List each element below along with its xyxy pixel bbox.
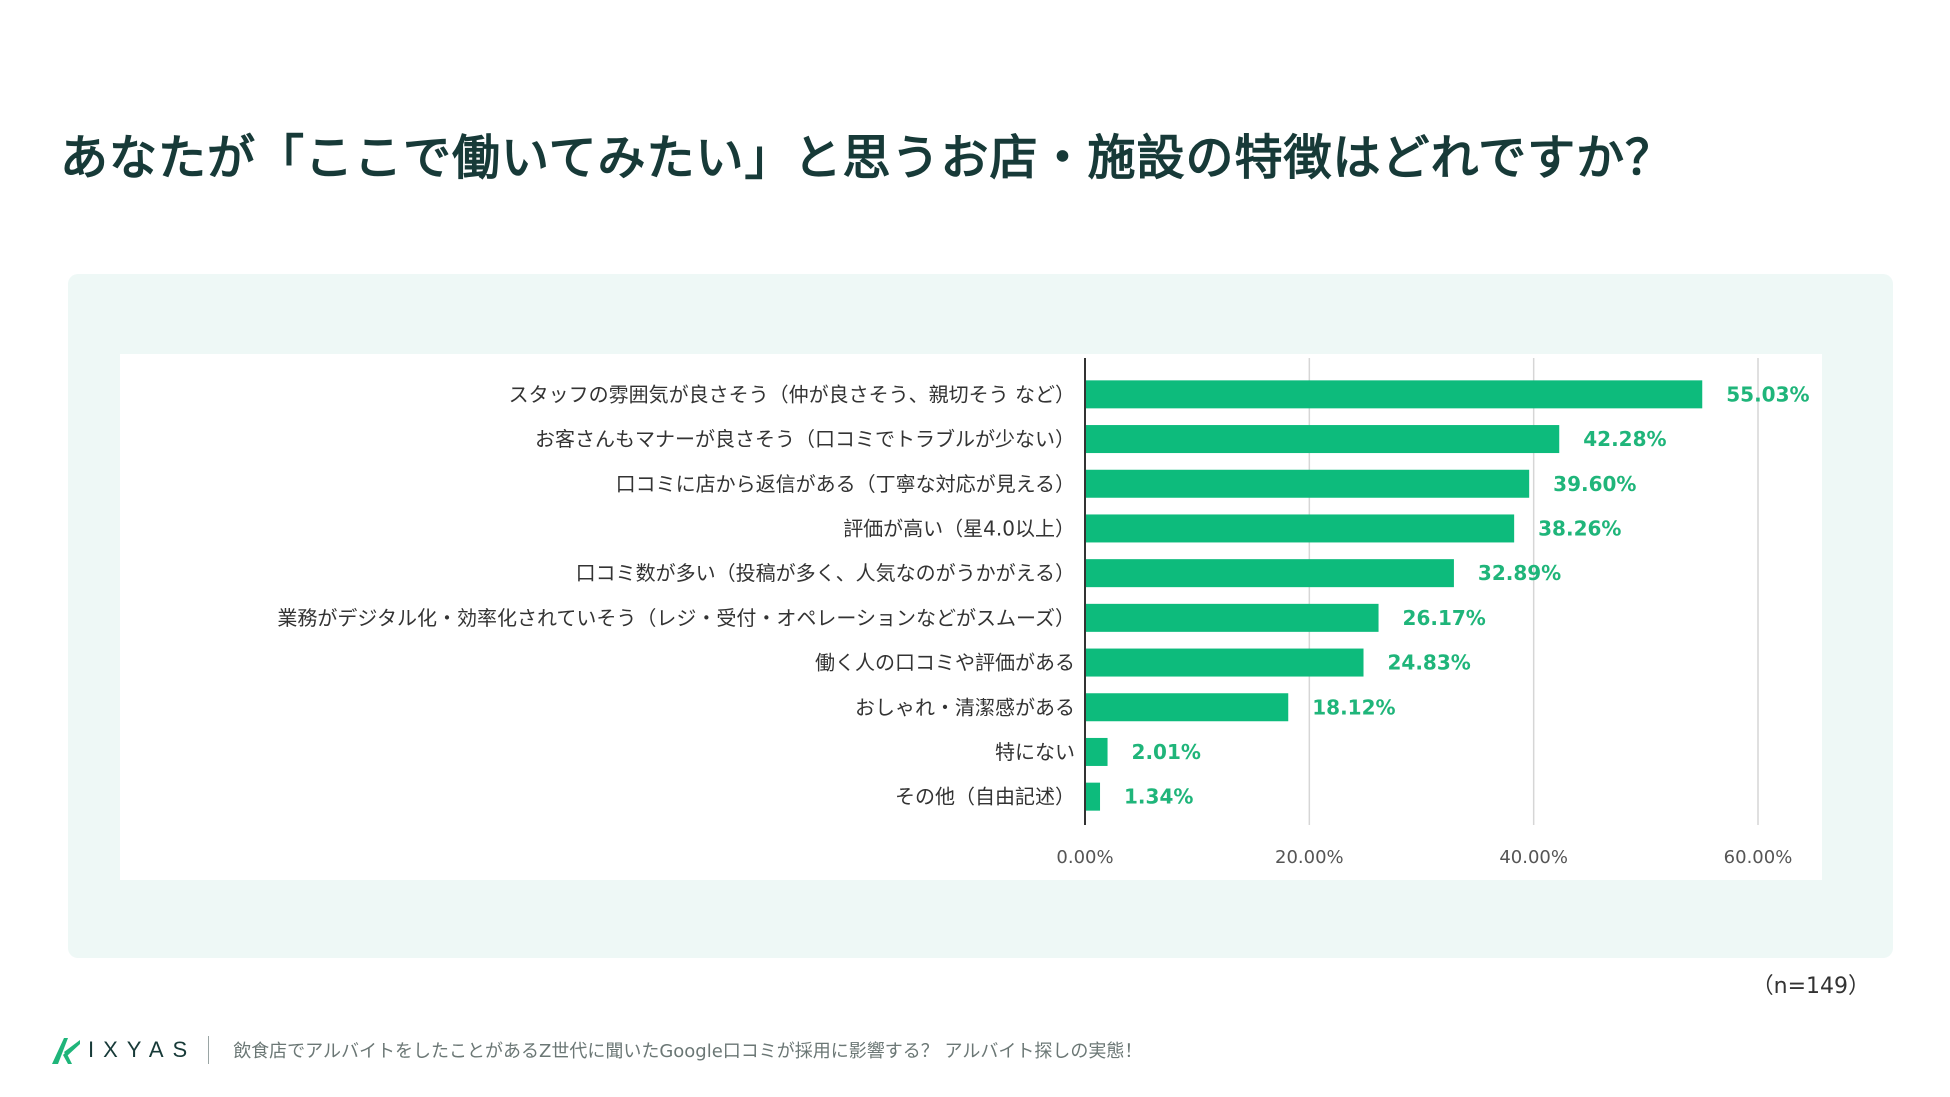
bar <box>1085 380 1703 409</box>
value-label: 42.28% <box>1583 427 1666 451</box>
footer-logo-text: IXYAS <box>88 1037 197 1062</box>
value-label: 1.34% <box>1124 785 1193 809</box>
value-label: 32.89% <box>1478 561 1561 585</box>
chart-card: 0.00% 20.00% 40.00% 60.00% スタッフの雰囲気が良さそう（仲が良… <box>120 354 1822 880</box>
x-tick-label: 0.00% <box>1056 847 1113 868</box>
x-tick-label: 40.00% <box>1499 847 1568 868</box>
value-label: 18.12% <box>1312 695 1395 719</box>
bar <box>1085 737 1108 766</box>
value-label: 38.26% <box>1538 516 1621 540</box>
footer-logo: IXYAS <box>50 1034 196 1066</box>
bar <box>1085 425 1560 454</box>
value-label: 39.60% <box>1553 472 1636 496</box>
footer-caption: 飲食店でアルバイトをしたことがあるZ世代に聞いたGoogle口コミが採用に影響す… <box>233 1041 1143 1062</box>
bar <box>1085 469 1530 498</box>
bar <box>1085 648 1364 677</box>
category-label: お客さんもマナーが良さそう（口コミでトラブルが少ない） <box>535 427 1075 451</box>
value-label: 24.83% <box>1388 651 1471 675</box>
x-tick-label: 60.00% <box>1724 847 1793 868</box>
category-label: スタッフの雰囲気が良さそう（仲が良さそう、親切そう など） <box>509 382 1075 406</box>
x-tick-label: 20.00% <box>1275 847 1344 868</box>
value-label: 2.01% <box>1132 740 1201 764</box>
category-label: 働く人の口コミや評価がある <box>815 651 1075 675</box>
page-title: あなたが「ここで働いてみたい」と思うお店・施設の特徴はどれですか？ <box>60 130 1675 186</box>
category-label: 口コミ数が多い（投稿が多く、人気なのがうかがえる） <box>576 561 1075 585</box>
category-label: おしゃれ・清潔感がある <box>855 695 1075 719</box>
chart-panel: 0.00% 20.00% 40.00% 60.00% スタッフの雰囲気が良さそう（仲が良… <box>68 274 1893 958</box>
footer: IXYAS 飲食店でアルバイトをしたことがあるZ世代に聞いたGoogle口コミが… <box>50 1030 1142 1070</box>
bar <box>1085 514 1515 543</box>
bar <box>1085 603 1379 632</box>
sample-size-label: （n=149） <box>1751 974 1870 999</box>
value-label: 55.03% <box>1726 382 1809 406</box>
bar <box>1085 782 1101 811</box>
ixyas-logo-icon <box>52 1038 80 1064</box>
category-label: 業務がデジタル化・効率化されていそう（レジ・受付・オペレーションなどがスムーズ） <box>277 606 1075 630</box>
bar <box>1085 559 1454 588</box>
value-label: 26.17% <box>1403 606 1486 630</box>
category-label: 特にない <box>995 740 1075 764</box>
category-label: その他（自由記述） <box>895 785 1075 809</box>
bar-chart: 0.00% 20.00% 40.00% 60.00% スタッフの雰囲気が良さそう（仲が良… <box>277 358 1810 868</box>
category-label: 評価が高い（星4.0以上） <box>843 516 1075 540</box>
category-label: 口コミに店から返信がある（丁寧な対応が見える） <box>616 472 1075 496</box>
bar <box>1085 693 1289 722</box>
footer-divider <box>208 1036 210 1064</box>
